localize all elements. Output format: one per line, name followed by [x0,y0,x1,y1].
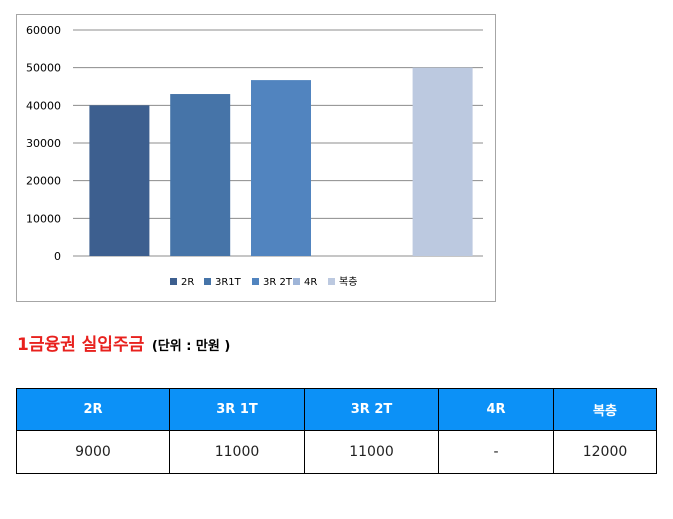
heading-unit: (단위 : 만원 ) [151,339,231,354]
bar [412,67,473,256]
section-heading: 1금융권 실입주금 (단위 : 만원 ) [17,330,230,355]
legend-label: 2R [181,277,194,288]
table-header-cell: 복층 [553,388,657,431]
y-tick-label: 0 [54,250,61,263]
table-cell: 11000 [169,430,305,474]
y-tick-label: 40000 [26,99,61,112]
y-tick-label: 20000 [26,175,61,188]
y-tick-label: 10000 [26,212,61,225]
bar [170,94,231,257]
legend-swatch [204,278,211,285]
heading-title: 1금융권 실입주금 [17,335,145,355]
table-cell: - [438,430,554,474]
legend-label: 4R [304,277,317,288]
legend-label: 복층 [339,276,357,288]
legend-swatch [328,278,335,285]
bar-chart: 0 10000 20000 30000 40000 50000 60000 2R 3R1T 3R … [16,14,496,302]
deposit-table: 2R 3R 1T 3R 2T 4R 복층 9000 11000 11000 - … [16,388,657,474]
table-cell: 12000 [553,430,657,474]
bar [251,80,311,256]
table-header-cell: 2R [16,388,170,431]
legend-swatch [293,278,300,285]
legend-swatch [252,278,259,285]
table-header-cell: 3R 2T [304,388,439,431]
table-header-cell: 3R 1T [169,388,305,431]
legend-label: 3R1T [215,277,242,288]
y-tick-label: 50000 [26,62,61,75]
legend-swatch [170,278,177,285]
legend-label: 3R 2T [263,277,293,288]
table-cell: 11000 [304,430,439,474]
table-header-cell: 4R [438,388,554,431]
bar [89,105,150,256]
table-cell: 9000 [16,430,170,474]
y-tick-label: 60000 [26,24,61,37]
table-row: 9000 11000 11000 - 12000 [16,430,657,474]
table-header-row: 2R 3R 1T 3R 2T 4R 복층 [16,388,657,431]
y-tick-label: 30000 [26,137,61,150]
chart-canvas: 0 10000 20000 30000 40000 50000 60000 2R 3R1T 3R … [26,24,483,288]
